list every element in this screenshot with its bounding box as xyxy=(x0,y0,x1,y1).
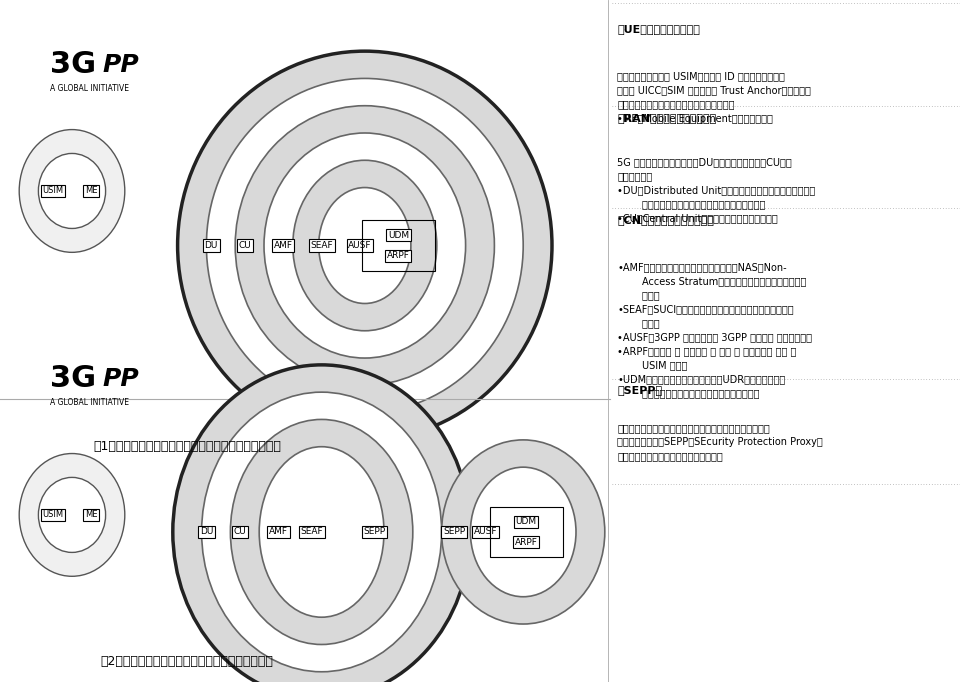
Text: 【1】ローミングシナリオなしの場合のトラストモデル: 【1】ローミングシナリオなしの場合のトラストモデル xyxy=(93,440,281,454)
Ellipse shape xyxy=(235,106,494,385)
Ellipse shape xyxy=(202,392,442,672)
Text: AUSF: AUSF xyxy=(348,241,372,250)
Text: 【UE（ユーザー端末）】: 【UE（ユーザー端末）】 xyxy=(617,24,700,34)
Ellipse shape xyxy=(293,160,437,331)
Text: 3G: 3G xyxy=(50,50,96,79)
Text: ローミングシナリオの場合、ホームネットワークと訪問先
ネットワークは、SEPP（SEcurity Protection Proxy）
を介して（中継して）相互接: ローミングシナリオの場合、ホームネットワークと訪問先 ネットワークは、SEPP（… xyxy=(617,423,823,461)
Text: SEPP: SEPP xyxy=(363,527,386,537)
Text: ME: ME xyxy=(84,510,98,520)
Text: 【CN（コアネットワーク）】: 【CN（コアネットワーク）】 xyxy=(617,215,714,225)
Ellipse shape xyxy=(206,78,523,413)
Text: AMF: AMF xyxy=(274,241,293,250)
Ellipse shape xyxy=(230,419,413,644)
Ellipse shape xyxy=(470,467,576,597)
Text: SEAF: SEAF xyxy=(300,527,324,537)
Ellipse shape xyxy=(38,477,106,552)
Text: CU: CU xyxy=(238,241,252,250)
Ellipse shape xyxy=(19,130,125,252)
Text: •AMF：アクセス・モビリティ管理機能。NAS（Non-
        Access Stratum、非アクセス層）セキュリティの
        終端点
•: •AMF：アクセス・モビリティ管理機能。NAS（Non- Access Stra… xyxy=(617,263,812,398)
Text: 【RAN（無線アクセス網）】: 【RAN（無線アクセス網）】 xyxy=(617,113,716,123)
Ellipse shape xyxy=(442,440,605,624)
Ellipse shape xyxy=(264,133,466,358)
Text: DU: DU xyxy=(200,527,213,537)
Text: UDM: UDM xyxy=(516,517,537,527)
Ellipse shape xyxy=(319,188,411,303)
Text: SEPP: SEPP xyxy=(443,527,466,537)
Ellipse shape xyxy=(259,447,384,617)
Ellipse shape xyxy=(19,454,125,576)
Text: DU: DU xyxy=(204,241,218,250)
Text: USIM: USIM xyxy=(42,510,63,520)
Text: ARPF: ARPF xyxy=(387,251,410,261)
Ellipse shape xyxy=(173,365,470,682)
Ellipse shape xyxy=(38,153,106,228)
Text: A GLOBAL INITIATIVE: A GLOBAL INITIATIVE xyxy=(50,398,129,407)
Text: A GLOBAL INITIATIVE: A GLOBAL INITIATIVE xyxy=(50,84,129,93)
Text: UDM: UDM xyxy=(388,231,409,240)
Text: ARPF: ARPF xyxy=(515,537,538,547)
Text: ME: ME xyxy=(84,186,98,196)
Text: 【SEPP】: 【SEPP】 xyxy=(617,385,662,396)
Text: 3G: 3G xyxy=(50,364,96,393)
Text: ユーザー情報をもつ USIM（加入者 ID モジュール）を格
納した UICC（SIM カード）が Trust Anchor（電子的な
認証手続きのために置かれ: ユーザー情報をもつ USIM（加入者 ID モジュール）を格 納した UICC（… xyxy=(617,72,811,123)
Text: PP: PP xyxy=(103,53,139,77)
Text: CU: CU xyxy=(233,527,247,537)
Text: 5G 基地局は分散ユニット（DU）と中央ユニット（CU）で
構成される。
•DU：Distributed Unit、分散型装置（リモート基地局）。
      : 5G 基地局は分散ユニット（DU）と中央ユニット（CU）で 構成される。 •DU… xyxy=(617,157,816,223)
Text: 【2】ローミングシナリオの場合のトラストモデル: 【2】ローミングシナリオの場合のトラストモデル xyxy=(101,655,274,668)
Ellipse shape xyxy=(178,51,552,440)
Text: USIM: USIM xyxy=(42,186,63,196)
Text: PP: PP xyxy=(103,366,139,391)
Text: AUSF: AUSF xyxy=(474,527,497,537)
Text: AMF: AMF xyxy=(269,527,288,537)
Text: SEAF: SEAF xyxy=(310,241,333,250)
